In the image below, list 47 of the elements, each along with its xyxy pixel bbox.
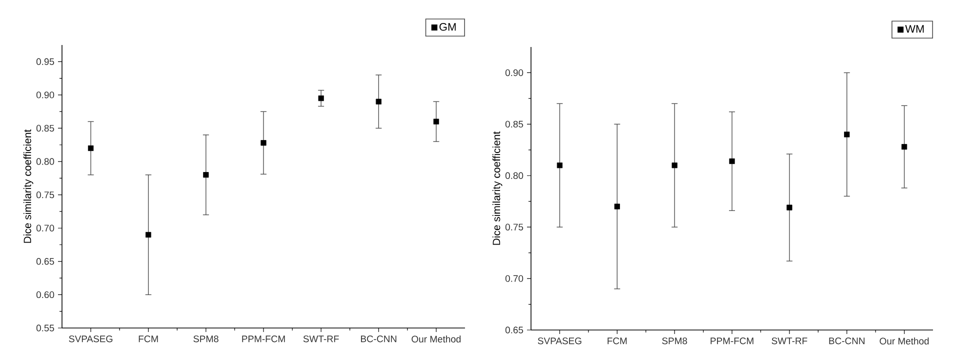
x-tick-label: SVPASEG: [68, 336, 112, 342]
x-tick-label: PPM-FCM: [710, 338, 754, 344]
x-tick-label: Our Method: [880, 338, 929, 344]
y-tick-label: 0.60: [36, 291, 54, 298]
y-axis-title: Dice similarity coefficient: [492, 131, 502, 245]
point: [786, 204, 792, 210]
y-tick-label: 0.65: [36, 258, 54, 265]
point: [844, 132, 850, 138]
x-tick-label: SVPASEG: [538, 338, 582, 344]
x-tick-label: SPM8: [193, 336, 218, 342]
x-tick-label: SPM8: [662, 338, 688, 344]
y-tick-label: 0.75: [36, 191, 54, 198]
x-tick-label: PPM-FCM: [242, 336, 285, 342]
x-tick-label: BC-CNN: [361, 336, 396, 342]
x-tick-label: FCM: [608, 338, 627, 344]
x-tick-label: SWT-RF: [772, 338, 808, 344]
y-tick-label: 0.90: [505, 69, 524, 76]
y-tick-label: 0.70: [505, 275, 524, 282]
y-tick-label: 0.85: [36, 124, 54, 132]
point: [260, 140, 266, 146]
point: [88, 145, 94, 152]
point: [672, 162, 678, 168]
y-tick-label: 0.90: [36, 92, 54, 98]
point: [556, 162, 563, 168]
y-tick-label: 0.85: [505, 120, 524, 128]
y-tick-label: 0.55: [36, 324, 54, 332]
x-tick-label: FCM: [138, 336, 158, 342]
point: [614, 204, 620, 210]
y-tick-label: 0.95: [36, 58, 54, 65]
y-tick-label: 0.80: [36, 158, 54, 165]
point: [901, 144, 908, 150]
y-axis-title: Dice similarity coefficient: [23, 129, 34, 243]
y-tick-label: 0.70: [36, 224, 54, 232]
y-tick-label: 0.80: [505, 172, 524, 179]
point: [729, 158, 735, 164]
point: [146, 232, 152, 238]
point: [376, 98, 382, 104]
x-tick-label: Our Method: [412, 336, 461, 342]
point: [203, 172, 209, 178]
y-tick-label: 0.75: [505, 224, 524, 230]
point: [318, 95, 324, 102]
legend-label: GM: [440, 22, 456, 31]
legend-label: WM: [905, 25, 924, 33]
x-tick-label: BC-CNN: [829, 338, 864, 344]
y-tick-label: 0.65: [505, 326, 524, 334]
point: [433, 118, 440, 124]
x-tick-label: SWT-RF: [303, 336, 339, 342]
